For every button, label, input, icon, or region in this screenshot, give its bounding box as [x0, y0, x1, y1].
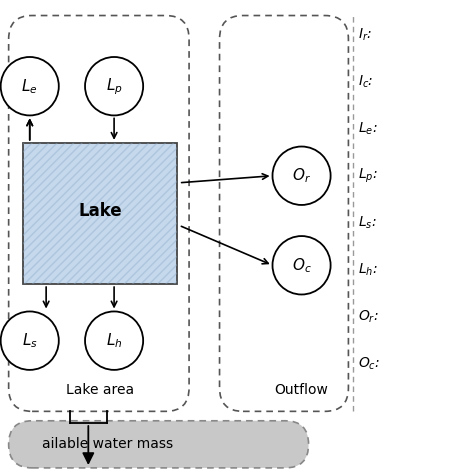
Circle shape	[85, 57, 143, 116]
Text: Lake area: Lake area	[66, 383, 134, 397]
FancyBboxPatch shape	[9, 421, 309, 468]
Circle shape	[0, 311, 59, 370]
Text: $L_{h}$: $L_{h}$	[106, 331, 122, 350]
Text: $L_e$:: $L_e$:	[358, 120, 377, 137]
Text: $L_{e}$: $L_{e}$	[21, 77, 38, 96]
Text: $I_r$:: $I_r$:	[358, 26, 372, 43]
Circle shape	[85, 311, 143, 370]
Text: $I_c$:: $I_c$:	[358, 73, 373, 90]
Text: $O_{c}$: $O_{c}$	[292, 256, 311, 274]
Text: $O_r$:: $O_r$:	[358, 309, 379, 325]
Text: Lake: Lake	[78, 202, 122, 220]
Text: $L_{s}$: $L_{s}$	[22, 331, 37, 350]
Circle shape	[273, 146, 330, 205]
FancyBboxPatch shape	[23, 143, 177, 284]
Text: $L_h$:: $L_h$:	[358, 262, 378, 278]
Text: ailable water mass: ailable water mass	[42, 438, 173, 451]
Circle shape	[0, 57, 59, 116]
Text: $O_{r}$: $O_{r}$	[292, 166, 311, 185]
Circle shape	[273, 236, 330, 294]
Text: $L_p$:: $L_p$:	[358, 166, 378, 185]
Text: Outflow: Outflow	[274, 383, 328, 397]
Text: $L_{p}$: $L_{p}$	[106, 76, 122, 97]
Text: $O_c$:: $O_c$:	[358, 356, 380, 373]
Text: $L_s$:: $L_s$:	[358, 215, 376, 231]
